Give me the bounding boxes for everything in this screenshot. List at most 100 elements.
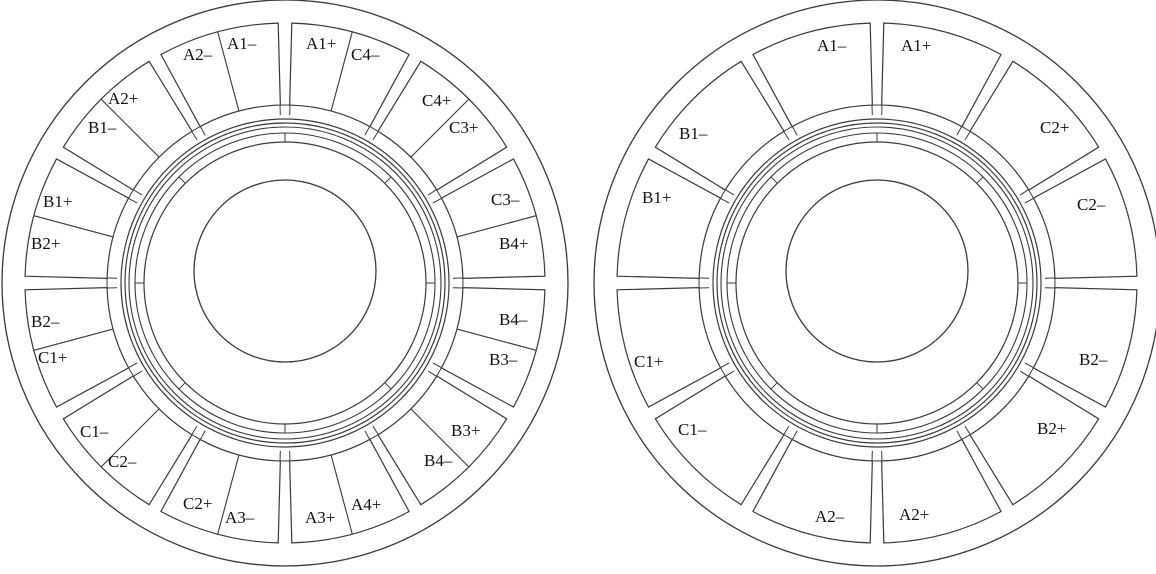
coil-label: A3– [225, 508, 255, 527]
tooth-notch [133, 190, 142, 195]
coil-label: B1– [88, 118, 117, 137]
stator-slot [882, 439, 1001, 542]
rotor-pole-tick [977, 383, 983, 389]
left-air-gap [121, 119, 449, 447]
stator-slot [25, 159, 128, 278]
tooth-notch [433, 198, 442, 203]
coil-label: B1+ [43, 192, 72, 211]
tooth-notch [957, 431, 962, 440]
left-rotor [144, 142, 426, 424]
stator-slot [655, 376, 784, 505]
coil-label: A1– [817, 36, 847, 55]
tooth-notch [192, 426, 197, 435]
coil-label: C4– [351, 45, 380, 64]
rotor-pole-tick [385, 177, 391, 183]
coil-label: C2+ [1040, 118, 1069, 137]
tooth-notch [373, 426, 378, 435]
tooth-notch-cap [720, 190, 725, 199]
coil-label: C2+ [183, 494, 212, 513]
coil-label: B4+ [499, 234, 528, 253]
rotor-pole-tick [179, 383, 185, 389]
stator-slot [290, 439, 409, 542]
coil-label: A1+ [901, 36, 931, 55]
tooth-notch [200, 431, 205, 440]
tooth-notch-cap [1029, 190, 1034, 199]
left-machine: A1– A2– A2+ B1– B1+ B2+ B2– C1+ C1– C2– … [2, 0, 568, 566]
tooth-notch [192, 131, 197, 140]
coil-label: A4+ [351, 495, 381, 514]
rotor-pole-tick [977, 177, 983, 183]
tooth-notch [1020, 190, 1029, 195]
coil-label: C3+ [449, 118, 478, 137]
tooth-notch [720, 198, 729, 203]
coil-label: A2+ [108, 89, 138, 108]
coil-divider [457, 329, 536, 350]
tooth-notch-cap [128, 190, 133, 199]
tooth-notch [365, 431, 370, 440]
coil-label: C1– [678, 420, 707, 439]
rotor-pole-tick [179, 177, 185, 183]
coil-label: C1+ [634, 352, 663, 371]
coil-label: B2– [1079, 350, 1108, 369]
tooth-notch [133, 371, 142, 376]
tooth-notch [433, 363, 442, 368]
tooth-notch [965, 131, 970, 140]
rotor-pole-tick [771, 177, 777, 183]
tooth-notch [720, 363, 729, 368]
tooth-notch-cap [437, 368, 442, 377]
tooth-notch-cap [784, 126, 793, 131]
coil-label: B1– [679, 124, 708, 143]
tooth-notch-cap [962, 126, 971, 131]
tooth-notch-cap [720, 368, 725, 377]
stator-slot [441, 159, 544, 278]
stator-slot [970, 61, 1099, 190]
stator-slot [753, 23, 872, 126]
rotor-pole-tick [385, 383, 391, 389]
left-shaft [194, 180, 376, 362]
right-air-gap [713, 119, 1041, 447]
tooth-notch [792, 126, 797, 135]
right-rotor [736, 142, 1018, 424]
right-shaft [786, 180, 968, 362]
tooth-notch [128, 198, 137, 203]
coil-label: B2+ [1037, 419, 1066, 438]
tooth-notch-cap [370, 126, 379, 131]
tooth-notch [784, 426, 789, 435]
tooth-notch-cap [370, 435, 379, 440]
tooth-notch-cap [437, 190, 442, 199]
right-outer-yoke [594, 0, 1156, 566]
coil-label: B3+ [451, 421, 480, 440]
stator-slot [753, 439, 872, 542]
right-machine: A1– A1+ B1– C2+ B1+ C2– C1+ B2– C1– B2+ … [594, 0, 1156, 566]
stator-slot [1033, 159, 1136, 278]
stator-slot [882, 23, 1001, 126]
coil-label: C1+ [38, 348, 67, 367]
left-stator-teeth [25, 23, 545, 543]
coil-label: C2– [108, 452, 137, 471]
tooth-notch [784, 131, 789, 140]
coil-label: B2+ [31, 234, 60, 253]
tooth-notch-cap [192, 435, 201, 440]
tooth-notch-cap [192, 126, 201, 131]
tooth-notch [725, 190, 734, 195]
coil-label: A2– [815, 507, 845, 526]
stator-slot [161, 439, 280, 542]
coil-label: A1+ [306, 34, 336, 53]
tooth-notch-cap [1029, 368, 1034, 377]
coil-label: A2+ [899, 505, 929, 524]
stator-slot [441, 288, 544, 407]
stator-slot [970, 376, 1099, 505]
tooth-notch [373, 131, 378, 140]
tooth-notch [957, 126, 962, 135]
tooth-notch [792, 431, 797, 440]
coil-label: C4+ [422, 91, 451, 110]
coil-label: C2– [1077, 195, 1106, 214]
tooth-notch [1020, 371, 1029, 376]
coil-label: A1– [227, 34, 257, 53]
coil-label: C1– [80, 422, 109, 441]
tooth-notch [965, 426, 970, 435]
tooth-notch [200, 126, 205, 135]
coil-label: B1+ [642, 188, 671, 207]
tooth-notch-cap [962, 435, 971, 440]
